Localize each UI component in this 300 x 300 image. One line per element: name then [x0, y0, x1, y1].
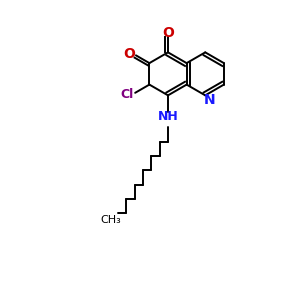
- Text: N: N: [204, 92, 216, 106]
- Text: NH: NH: [158, 110, 178, 123]
- Text: O: O: [162, 26, 174, 40]
- Text: O: O: [123, 46, 135, 61]
- Text: CH₃: CH₃: [100, 215, 121, 225]
- Text: Cl: Cl: [120, 88, 133, 101]
